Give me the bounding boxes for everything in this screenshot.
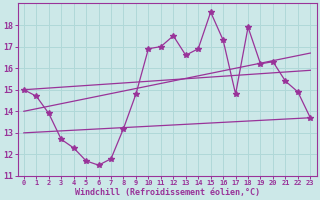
X-axis label: Windchill (Refroidissement éolien,°C): Windchill (Refroidissement éolien,°C) [75,188,260,197]
